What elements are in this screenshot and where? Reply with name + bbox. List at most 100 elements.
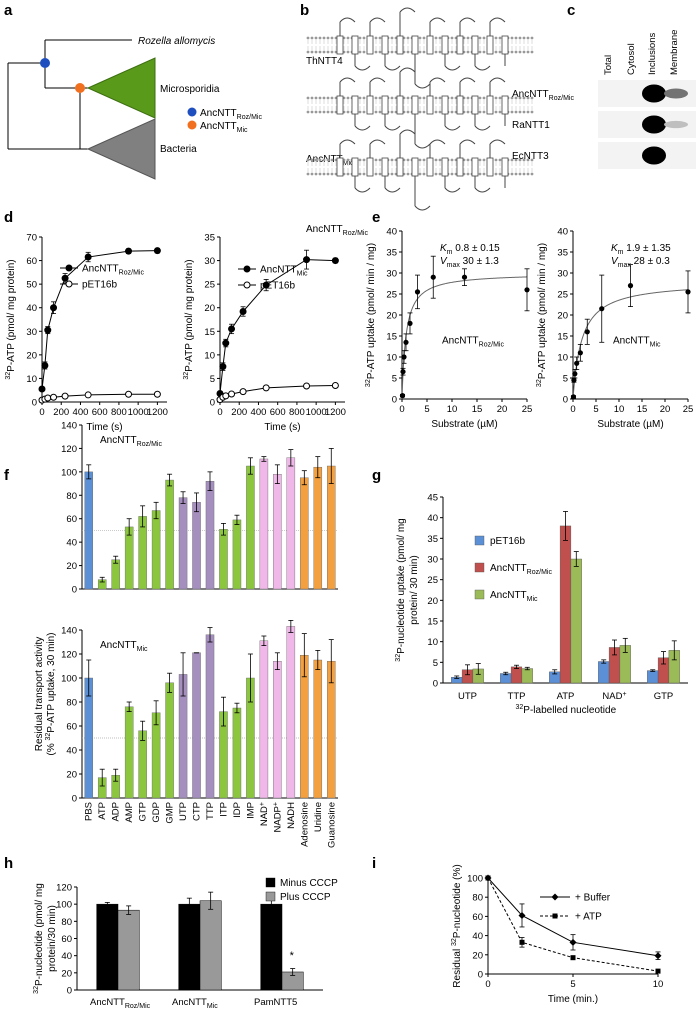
data-point <box>572 371 578 377</box>
data-point <box>153 247 161 255</box>
data-point <box>228 390 236 398</box>
y-tick-label: 15 <box>204 327 215 338</box>
text-span: 1.9 ± 1.35 <box>624 243 672 254</box>
y-tick-label: 25 <box>557 290 568 301</box>
bar <box>313 466 323 590</box>
text-span: V <box>611 256 619 267</box>
x-tick-label: NADP+ <box>272 802 283 833</box>
y-tick-label: 40 <box>557 227 568 238</box>
x-tick-label: 10 <box>653 979 664 990</box>
text-span: AncNTT <box>90 997 125 1008</box>
lipid-head <box>406 96 410 100</box>
x-tick-label: UTP <box>458 691 477 702</box>
text-span: pET16b <box>490 536 525 547</box>
x-tick-label: ITP <box>218 802 229 817</box>
panel-label: AncNTTRoz/Mic <box>100 435 162 448</box>
lipid-head <box>346 96 350 100</box>
x-tick-label: UTP <box>178 802 189 821</box>
text-span: Mic <box>650 342 661 349</box>
bar <box>286 457 296 590</box>
lipid-head <box>306 110 310 114</box>
lipid-head <box>378 36 382 40</box>
data-point <box>44 326 52 334</box>
text-span: max <box>447 262 461 269</box>
lipid-head <box>358 36 362 40</box>
vmax-annotation: Vmax 28 ± 0.3 <box>611 256 670 269</box>
y-axis-label: 32P-ATP uptake (pmol/ min / mg) <box>365 243 377 387</box>
x-tick-label: GTP <box>138 802 149 822</box>
legend-label: + ATP <box>575 912 602 923</box>
lipid-head <box>478 36 482 40</box>
legend-label: Plus CCCP <box>280 892 331 903</box>
lipid-head <box>498 172 502 176</box>
y-tick-label: 20 <box>204 303 215 314</box>
text-span: Mic <box>297 271 308 278</box>
panel-b: ThNTT4 AncNTT Mic AncNTTRoz/Mic <box>306 7 534 237</box>
x-axis-label: Time (s) <box>264 422 300 433</box>
panel-c: Total Cytosol Inclusions Membrane AncNTTRoz/… <box>512 30 696 169</box>
lipid-head <box>494 36 498 40</box>
lipid-head <box>494 172 498 176</box>
bar <box>111 559 120 590</box>
data-point <box>219 363 227 371</box>
panel-label-c: c <box>567 2 575 19</box>
x-tick-label: 600 <box>270 407 286 418</box>
lipid-head <box>438 110 442 114</box>
lipid-head <box>322 110 326 114</box>
text-span: pET16b <box>260 281 295 292</box>
helix <box>411 95 419 115</box>
lipid-head <box>450 172 454 176</box>
lipid-head <box>318 50 322 54</box>
y-tick-label: 60 <box>26 256 37 267</box>
x-tick-label: ADP <box>111 802 122 822</box>
text-span: 32 <box>516 704 524 711</box>
lipid-head <box>406 172 410 176</box>
lipid-head <box>390 158 394 162</box>
lipid-head <box>310 158 314 162</box>
bar <box>178 903 201 991</box>
bacteria-triangle <box>86 118 156 180</box>
series-line <box>41 250 158 390</box>
lipid-head <box>530 36 534 40</box>
lipid-head <box>482 110 486 114</box>
helix <box>351 95 359 115</box>
lipid-head <box>390 36 394 40</box>
lipid-head <box>314 50 318 54</box>
lipid-head <box>418 158 422 162</box>
lipid-head <box>478 50 482 54</box>
blot-band <box>642 115 666 134</box>
helix <box>396 157 404 177</box>
blot-band <box>642 84 666 103</box>
text-span: Roz/Mic <box>479 342 505 349</box>
x-tick-label: IMP <box>245 802 256 819</box>
x-tick-label: 400 <box>73 407 89 418</box>
text-span: 32 <box>5 372 12 380</box>
text-span: NADP <box>272 806 283 832</box>
x-tick-label: PamNTT5 <box>254 997 297 1008</box>
x-tick-label: AncNTTRoz/Mic <box>90 997 151 1010</box>
lipid-head <box>514 172 518 176</box>
text-span: AncNTT <box>100 640 137 651</box>
y-tick-label: 30 <box>204 256 215 267</box>
data-point <box>430 274 436 280</box>
x-tick-label: GTP <box>654 691 674 702</box>
y-tick-label: 5 <box>392 374 397 385</box>
text-span: AncNTT <box>200 121 237 132</box>
helix <box>456 35 464 55</box>
bar <box>192 652 201 799</box>
x-tick-label: TTP <box>205 802 216 820</box>
text-span: Roz/Mic <box>119 270 145 277</box>
lipid-head <box>466 96 470 100</box>
bar <box>313 659 323 799</box>
y-tick-label: 35 <box>427 534 438 545</box>
lipid-head <box>514 36 518 40</box>
y-tick-label: 40 <box>427 513 438 524</box>
lipid-head <box>326 110 330 114</box>
lipid-head <box>326 36 330 40</box>
data-point <box>400 369 406 375</box>
y-tick-label: 40 <box>61 951 72 962</box>
lipid-head <box>362 158 366 162</box>
data-point <box>570 955 576 961</box>
bar <box>598 661 610 684</box>
